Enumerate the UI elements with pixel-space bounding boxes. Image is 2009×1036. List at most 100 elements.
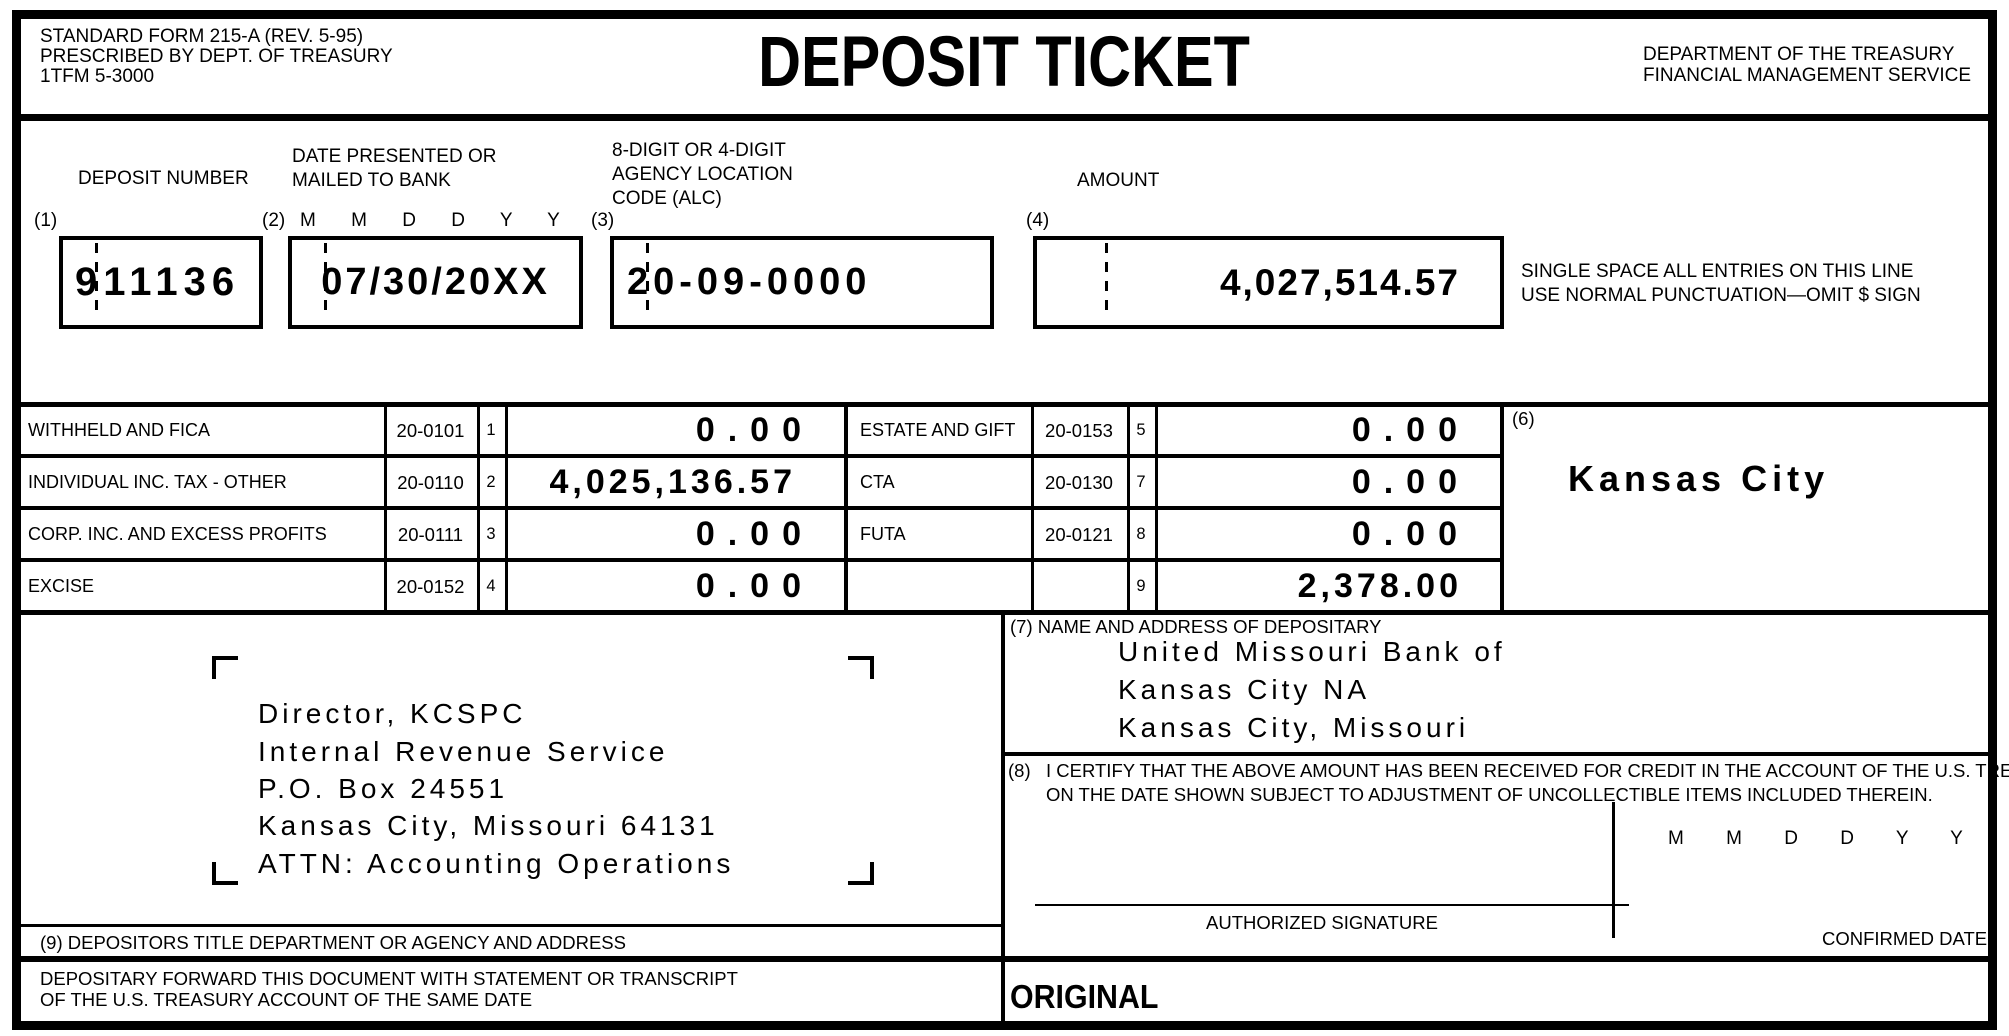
depositary-address-line: United Missouri Bank of: [1118, 636, 1506, 667]
amount-value: 4,027,514.57: [1219, 261, 1460, 303]
form-id-line: STANDARD FORM 215-A (REV. 5-95): [40, 26, 364, 47]
alc-value: 20-09-0000: [627, 261, 872, 303]
tax-row-code: 20-0130: [1045, 471, 1113, 493]
tax-row-amount: 2,378.00: [1297, 567, 1462, 605]
tax-row-amount-cell: 0.00: [505, 407, 844, 454]
date-label-line: DATE PRESENTED OR: [292, 146, 497, 167]
table-middle-divider: [844, 402, 848, 614]
depositary-note-line: OF THE U.S. TREASURY ACCOUNT OF THE SAME…: [40, 989, 533, 1010]
deposit-number-field[interactable]: 911136: [59, 236, 263, 329]
field-index-3: (3): [591, 210, 615, 231]
form-id-line: 1TFM 5-3000: [40, 66, 155, 87]
tax-row-code: 20-0101: [396, 419, 465, 441]
box9-label: (9) DEPOSITORS TITLE DEPARTMENT OR AGENC…: [40, 932, 626, 953]
tax-row-number: 1: [486, 421, 496, 439]
confirmed-date-divider: [1612, 802, 1615, 938]
deposit-number-guide-line: [95, 243, 98, 315]
tax-row-number: 9: [1136, 577, 1146, 595]
table-column-line: [477, 402, 480, 614]
entry-note-line: SINGLE SPACE ALL ENTRIES ON THIS LINE: [1521, 261, 1914, 282]
tax-row-amount-cell: 2,378.00: [1155, 563, 1500, 610]
agency-line: DEPARTMENT OF THE TREASURY: [1643, 44, 1955, 65]
signature-line[interactable]: [1035, 904, 1629, 906]
amount-guide-line: [1105, 243, 1108, 315]
box8-top-divider: [1001, 752, 1988, 756]
address-crop-mark-bottom-left: [212, 862, 238, 885]
depositary-address-line: Kansas City NA: [1118, 674, 1371, 705]
tax-row-amount: 0.00: [1351, 411, 1470, 449]
tax-row-amount-cell: 0.00: [1155, 511, 1500, 558]
deposit-number-value: 911136: [75, 260, 241, 304]
table-row-divider: [21, 454, 1502, 458]
tax-row-amount-cell: 0.00: [505, 511, 844, 558]
address-crop-mark-bottom-right: [848, 862, 874, 885]
tax-row-label: INDIVIDUAL INC. TAX - OTHER: [28, 472, 287, 492]
entry-note-line: USE NORMAL PUNCTUATION—OMIT $ SIGN: [1521, 285, 1921, 306]
tax-row-label: WITHHELD AND FICA: [28, 420, 211, 440]
alc-label-line: AGENCY LOCATION: [612, 164, 793, 185]
alc-label-line: CODE (ALC): [612, 188, 722, 209]
tax-row-amount-cell: 0.00: [1155, 459, 1500, 506]
field-index-2: (2): [262, 210, 286, 231]
alc-guide-line: [646, 243, 649, 315]
tax-row-label: EXCISE: [28, 576, 95, 596]
tax-row-number: 5: [1136, 421, 1146, 439]
box7-label: (7) NAME AND ADDRESS OF DEPOSITARY: [1010, 616, 1382, 637]
tax-row-label: FUTA: [860, 524, 906, 544]
form-outer-border: [12, 10, 1997, 1030]
amount-field[interactable]: 4,027,514.57: [1033, 236, 1504, 329]
depositor-address-line: Director, KCSPC: [258, 698, 527, 729]
tax-row-code: 20-0111: [397, 523, 464, 545]
certify-line: I CERTIFY THAT THE ABOVE AMOUNT HAS BEEN…: [1046, 760, 2009, 781]
tax-row-code: 20-0121: [1045, 523, 1113, 545]
address-crop-mark-top-left: [212, 656, 238, 679]
table-column-line: [505, 402, 508, 614]
form-id-line: PRESCRIBED BY DEPT. OF TREASURY: [40, 46, 393, 67]
certify-line: ON THE DATE SHOWN SUBJECT TO ADJUSTMENT …: [1046, 784, 1933, 805]
alc-field[interactable]: 20-09-0000: [610, 236, 994, 329]
tax-row-number: 7: [1136, 473, 1146, 491]
tax-row-label: [860, 563, 1028, 610]
tax-row-code: 20-0110: [397, 471, 464, 493]
authorized-signature-label: AUTHORIZED SIGNATURE: [1206, 912, 1438, 933]
tax-row-amount: 0.00: [1351, 463, 1470, 501]
depositor-address-line: P.O. Box 24551: [258, 773, 509, 804]
tax-row-code: 20-0153: [1045, 419, 1113, 441]
tax-row-label: ESTATE AND GIFT: [860, 420, 1016, 440]
date-label-line: MAILED TO BANK: [292, 170, 451, 191]
box6-index: (6): [1512, 408, 1535, 429]
page-title: DEPOSIT TICKET: [758, 21, 1250, 101]
box8-index: (8): [1008, 760, 1031, 781]
tax-row-code: 20-0152: [396, 575, 465, 597]
agency-line: FINANCIAL MANAGEMENT SERVICE: [1643, 65, 1971, 86]
confirmed-date-label: CONFIRMED DATE: [1822, 928, 1988, 949]
tax-row-amount: 4,025,136.57: [549, 463, 796, 501]
amount-label: AMOUNT: [1077, 170, 1160, 191]
date-format-header: M M D D Y Y: [300, 210, 560, 231]
box6-city-value: Kansas City: [1568, 458, 1830, 499]
table-row-divider: [21, 506, 1502, 510]
tax-row-number: 4: [486, 577, 496, 595]
tax-row-code: [1031, 563, 1127, 610]
tax-row-amount: 0.00: [695, 515, 814, 553]
tax-row-amount: 0.00: [1351, 515, 1470, 553]
deposit-number-label: DEPOSIT NUMBER: [78, 168, 249, 189]
address-crop-mark-top-right: [848, 656, 874, 679]
header-divider: [21, 114, 1988, 121]
tax-row-label: CORP. INC. AND EXCESS PROFITS: [28, 524, 327, 544]
table-column-line: [1127, 402, 1130, 614]
table-column-line: [384, 402, 387, 614]
tax-row-number: 3: [486, 525, 496, 543]
depositor-address-line: Kansas City, Missouri 64131: [258, 810, 719, 841]
table-top-border: [21, 402, 1988, 407]
date-field[interactable]: 07/30/20XX: [288, 236, 583, 329]
confirmed-date-format-header: M M D D Y Y: [1668, 828, 1963, 849]
table-column-line: [1155, 402, 1158, 614]
table-column-line: [1500, 402, 1504, 614]
box9-top-divider: [21, 924, 1003, 927]
depositary-address-line: Kansas City, Missouri: [1118, 712, 1470, 743]
tax-row-amount-cell: 4,025,136.57: [505, 459, 844, 506]
copy-designation-label: ORIGINAL: [1010, 978, 1159, 1015]
depositary-note-line: DEPOSITARY FORWARD THIS DOCUMENT WITH ST…: [40, 968, 738, 989]
